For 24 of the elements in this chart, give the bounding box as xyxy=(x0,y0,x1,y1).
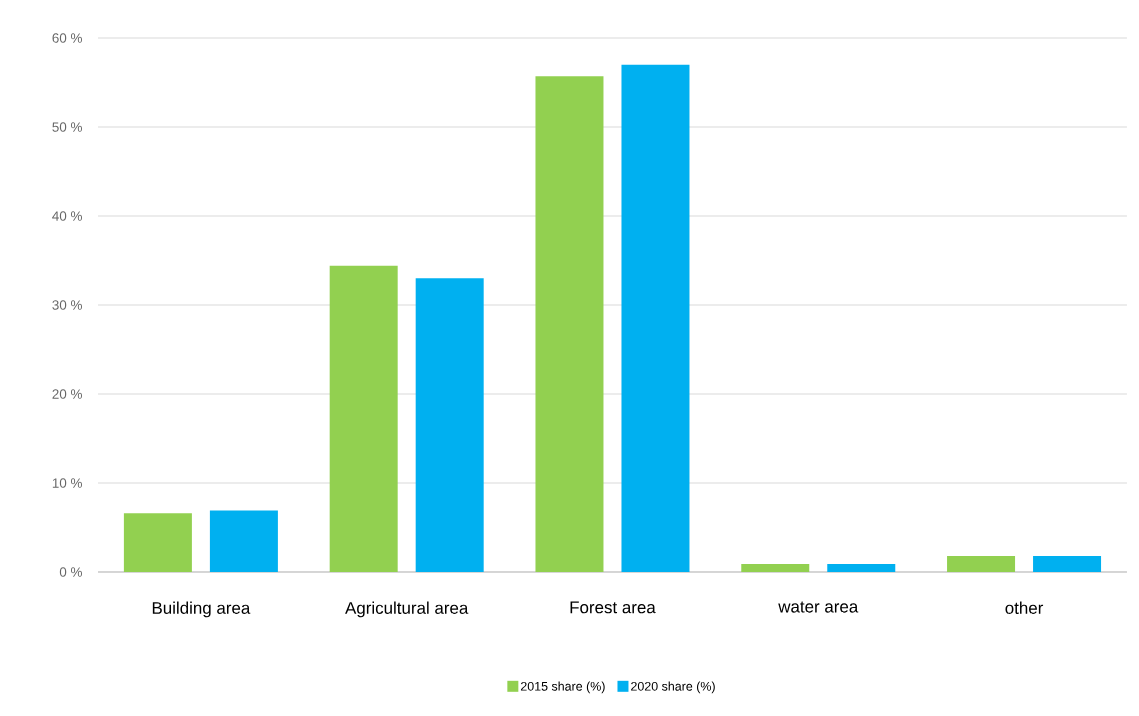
bar xyxy=(123,513,192,572)
x-tick-label: Forest area xyxy=(570,601,656,614)
bar xyxy=(209,510,278,572)
y-tick-label: 0 % xyxy=(59,567,82,577)
x-tick-label: Agricultural area xyxy=(345,601,469,618)
y-tick-label: 30 % xyxy=(52,300,82,310)
bar xyxy=(329,265,398,572)
legend-label: 2015 share (%) xyxy=(520,681,605,694)
x-tick-label: Building area xyxy=(152,601,251,618)
y-tick-label: 60 % xyxy=(52,33,82,43)
legend-label: 2020 share (%) xyxy=(631,681,715,694)
x-tick-label: water area xyxy=(778,601,859,613)
bar xyxy=(415,278,484,572)
bar xyxy=(1033,555,1102,572)
bar xyxy=(741,563,810,572)
bar xyxy=(535,76,604,572)
x-tick-label: other xyxy=(1005,601,1044,614)
y-tick-label: 10 % xyxy=(52,478,82,488)
bar xyxy=(947,555,1016,572)
bar xyxy=(621,64,690,572)
y-tick-label: 20 % xyxy=(52,389,82,399)
bar xyxy=(827,563,896,572)
y-tick-label: 40 % xyxy=(52,211,82,221)
y-tick-label: 50 % xyxy=(52,122,82,132)
